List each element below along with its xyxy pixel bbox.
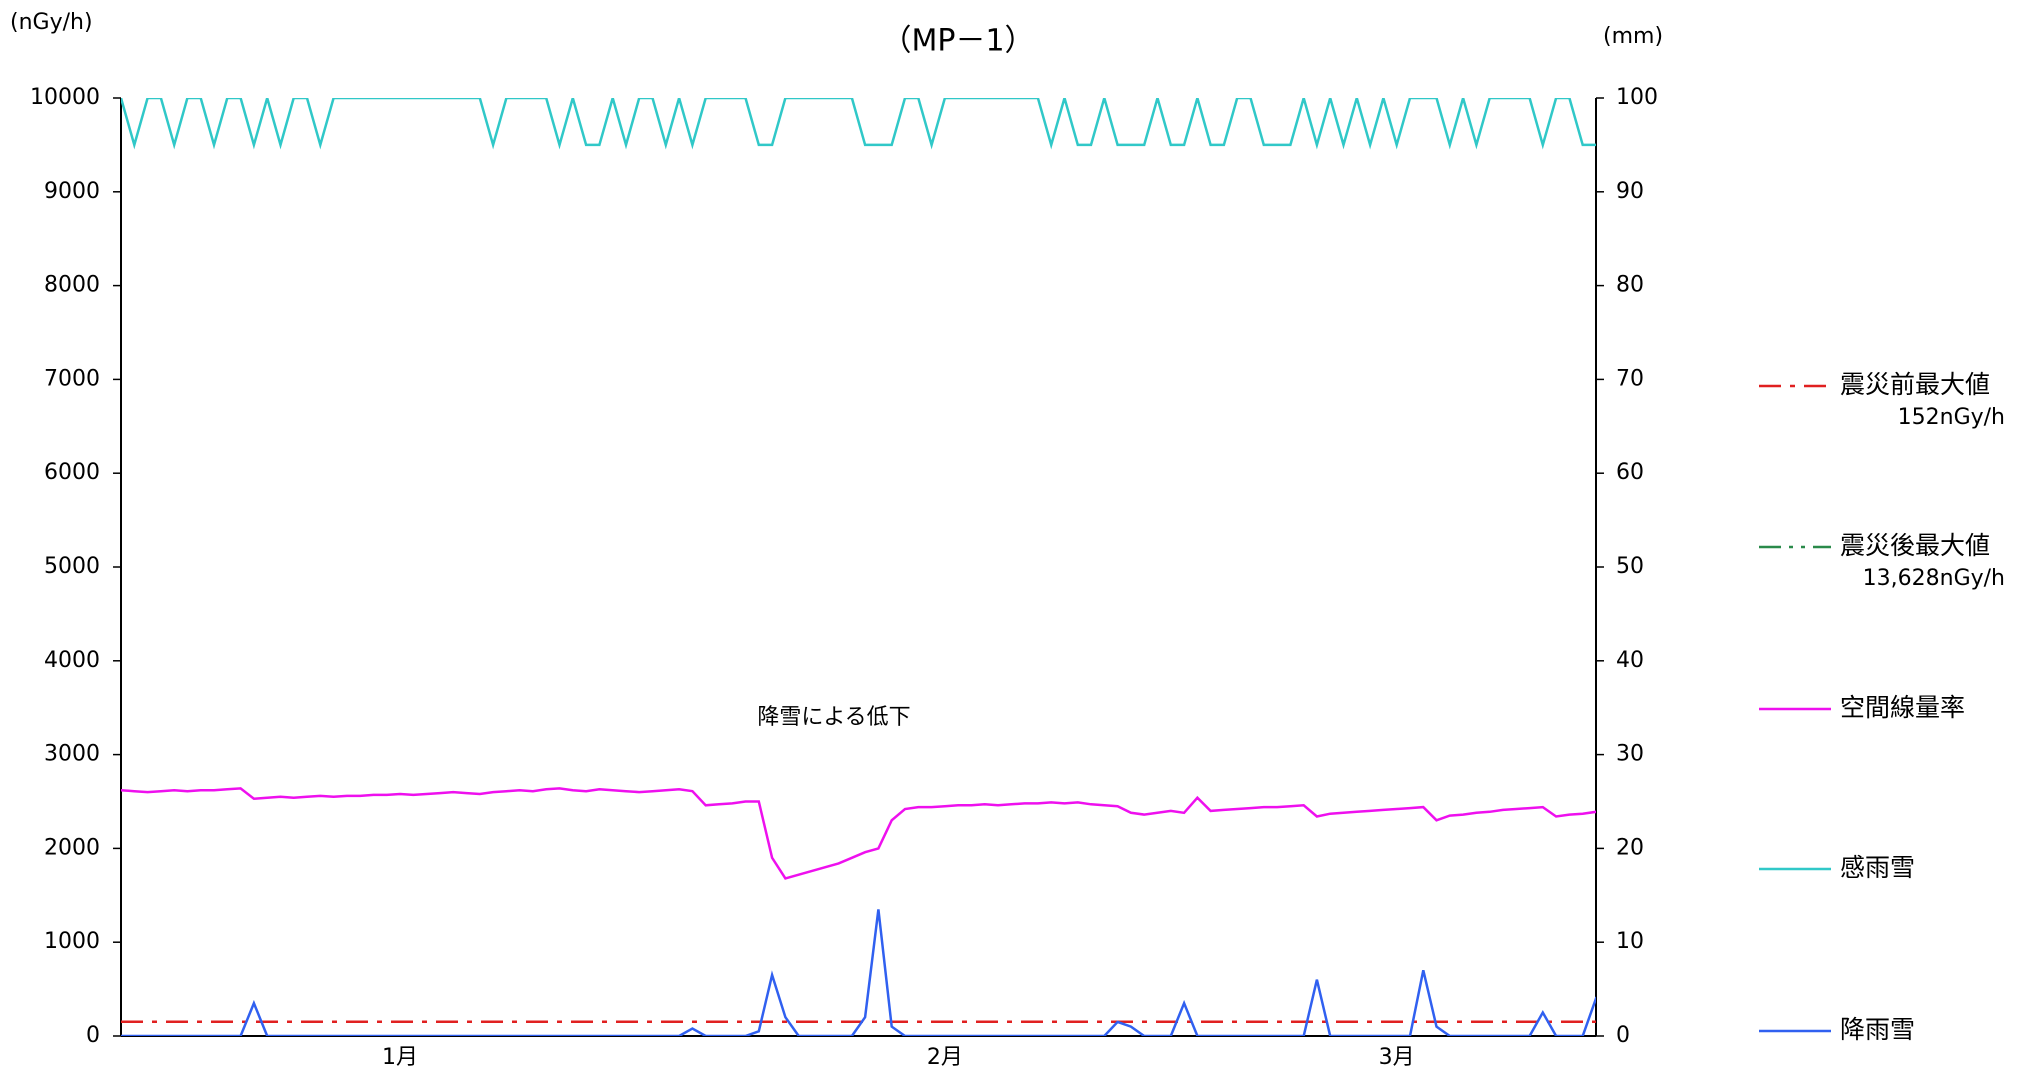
y2-tick-label: 0 bbox=[1616, 1023, 1630, 1048]
legend-label: 空間線量率 bbox=[1840, 693, 1965, 722]
annotation: 降雪による低下 bbox=[757, 705, 910, 730]
x-tick-label: 1月 bbox=[382, 1045, 418, 1070]
legend-label: 感雨雪 bbox=[1840, 853, 1915, 882]
y2-tick-label: 70 bbox=[1616, 366, 1644, 391]
y-tick-label: 7000 bbox=[44, 366, 100, 391]
y2-tick-label: 40 bbox=[1616, 648, 1644, 673]
y-tick-label: 6000 bbox=[44, 460, 100, 485]
y2-tick-label: 30 bbox=[1616, 742, 1644, 767]
y2-tick-label: 90 bbox=[1616, 179, 1644, 204]
y-tick-label: 8000 bbox=[44, 273, 100, 298]
y2-tick-label: 80 bbox=[1616, 273, 1644, 298]
y-axis-label: (nGy/h) bbox=[10, 10, 93, 35]
y-tick-label: 5000 bbox=[44, 554, 100, 579]
series-line bbox=[121, 787, 1596, 880]
y-tick-label: 3000 bbox=[44, 742, 100, 767]
y-tick-label: 2000 bbox=[44, 835, 100, 860]
y2-tick-label: 10 bbox=[1616, 929, 1644, 954]
legend-sublabel: 13,628nGy/h bbox=[1863, 566, 2005, 591]
chart-title: （MP－1） bbox=[881, 24, 1034, 59]
series-line bbox=[121, 98, 1596, 150]
y-tick-label: 0 bbox=[86, 1023, 100, 1048]
legend-label: 震災前最大値 bbox=[1840, 370, 1990, 399]
y-tick-label: 1000 bbox=[44, 929, 100, 954]
x-tick-label: 3月 bbox=[1379, 1045, 1415, 1070]
y2-tick-label: 60 bbox=[1616, 460, 1644, 485]
y-tick-label: 10000 bbox=[30, 85, 100, 110]
y2-tick-label: 50 bbox=[1616, 554, 1644, 579]
series-line bbox=[121, 909, 1596, 1036]
x-tick-label: 2月 bbox=[927, 1045, 963, 1070]
y-tick-label: 4000 bbox=[44, 648, 100, 673]
legend-sublabel: 152nGy/h bbox=[1898, 405, 2005, 430]
legend-label: 震災後最大値 bbox=[1840, 531, 1990, 560]
legend-label: 降雨雪 bbox=[1840, 1015, 1915, 1044]
y2-axis-label: (mm) bbox=[1603, 24, 1663, 49]
y2-tick-label: 100 bbox=[1616, 85, 1658, 110]
y2-tick-label: 20 bbox=[1616, 835, 1644, 860]
y-tick-label: 9000 bbox=[44, 179, 100, 204]
